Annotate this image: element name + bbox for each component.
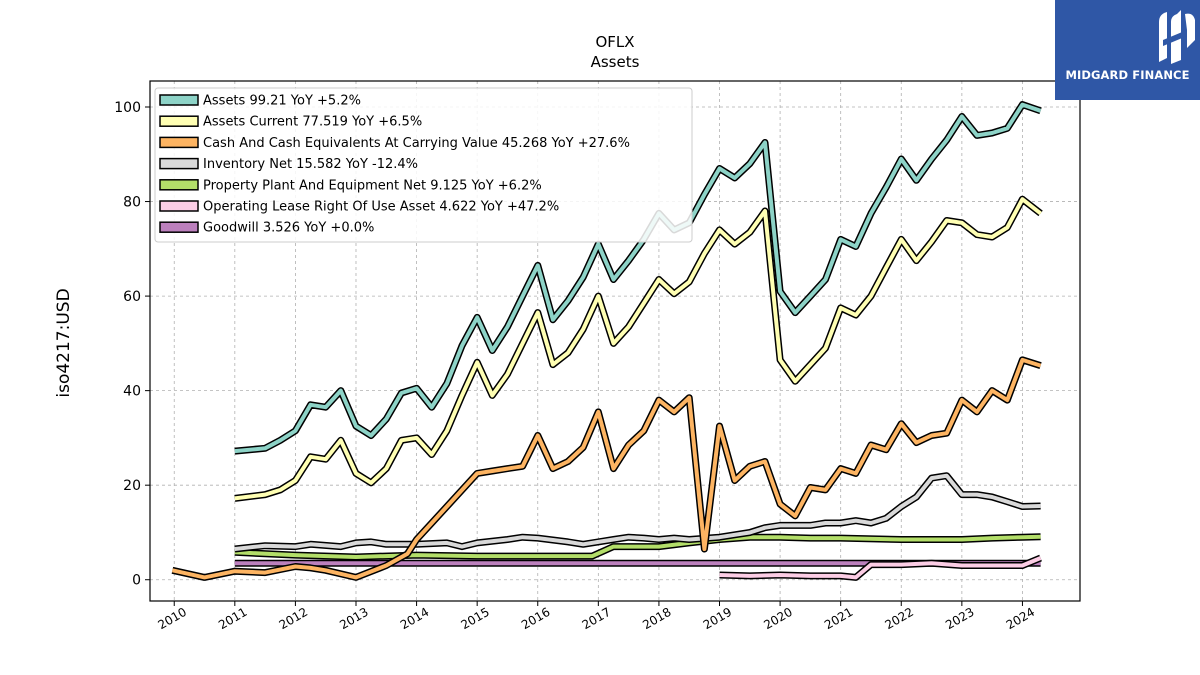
x-tick-label: 2021 — [822, 605, 855, 632]
series-line — [234, 197, 1042, 501]
legend-swatch — [159, 136, 199, 149]
x-tick-label: 2016 — [519, 605, 552, 632]
chart-subtitle: Assets — [591, 53, 640, 71]
x-tick-label: 2012 — [277, 605, 310, 632]
x-tick-label: 2022 — [883, 605, 916, 632]
legend-swatch — [159, 115, 199, 127]
x-tick-label: 2011 — [216, 605, 249, 632]
series-layer — [171, 101, 1043, 581]
plot-area-frame — [149, 80, 1081, 602]
y-tick-label: 40 — [123, 384, 141, 400]
series-cash-and-cash-equivalents-at-carrying-value — [171, 356, 1042, 581]
x-tick-label: 2017 — [580, 605, 613, 632]
legend-entry: Property Plant And Equipment Net 9.125 Y… — [203, 178, 542, 193]
y-tick-label: 80 — [123, 195, 141, 211]
x-tick-label: 2015 — [458, 605, 491, 632]
series-assets-current — [234, 195, 1043, 502]
y-axis-label: iso4217:USD — [54, 288, 74, 397]
x-tick-label: 2018 — [640, 605, 673, 632]
legend-entry: Goodwill 3.526 YoY +0.0% — [203, 221, 374, 236]
series-line — [719, 556, 1042, 580]
legend-swatch — [159, 179, 199, 191]
legend-entry: Inventory Net 15.582 YoY -12.4% — [203, 157, 418, 172]
legend-entry: Cash And Cash Equivalents At Carrying Va… — [203, 136, 630, 151]
legend-swatch — [159, 94, 199, 106]
legend-entry: Assets Current 77.519 YoY +6.5% — [203, 115, 422, 130]
legend-swatch — [159, 221, 199, 233]
x-tick-label: 2024 — [1004, 605, 1037, 632]
chart-title: OFLX — [595, 33, 634, 51]
y-tick-label: 0 — [132, 573, 141, 589]
series-line — [234, 473, 1041, 551]
x-axis: 2010 2011 2012 2013 2014 2015 2016 2017 2018 2019… — [156, 601, 1037, 632]
legend-box — [154, 87, 693, 243]
legend-entry: Operating Lease Right Of Use Asset 4.622… — [203, 200, 559, 215]
legend-swatch — [159, 200, 199, 212]
series-line — [171, 357, 1042, 580]
x-tick-label: 2010 — [156, 605, 189, 632]
logo-text: MIDGARD FINANCE — [1065, 68, 1190, 82]
y-tick-label: 60 — [123, 289, 141, 305]
x-tick-label: 2014 — [398, 605, 431, 632]
y-tick-label: 100 — [114, 100, 141, 116]
x-tick-label: 2019 — [701, 605, 734, 632]
x-tick-label: 2020 — [761, 605, 794, 632]
logo: MIDGARD FINANCE — [1055, 0, 1200, 100]
x-tick-label: 2023 — [943, 605, 976, 632]
legend: Assets 99.21 YoY +5.2% Assets Current 77.… — [154, 87, 693, 243]
y-tick-label: 20 — [123, 478, 141, 494]
series-operating-lease-right-of-use-asset — [719, 554, 1042, 581]
logo-mark-icon — [1159, 10, 1195, 64]
y-axis: 0 20 40 60 80 100 — [114, 100, 150, 589]
legend-entry: Assets 99.21 YoY +5.2% — [203, 94, 361, 109]
legend-swatch — [159, 157, 199, 170]
series-inventory-net — [234, 472, 1041, 553]
x-tick-label: 2013 — [337, 605, 370, 632]
